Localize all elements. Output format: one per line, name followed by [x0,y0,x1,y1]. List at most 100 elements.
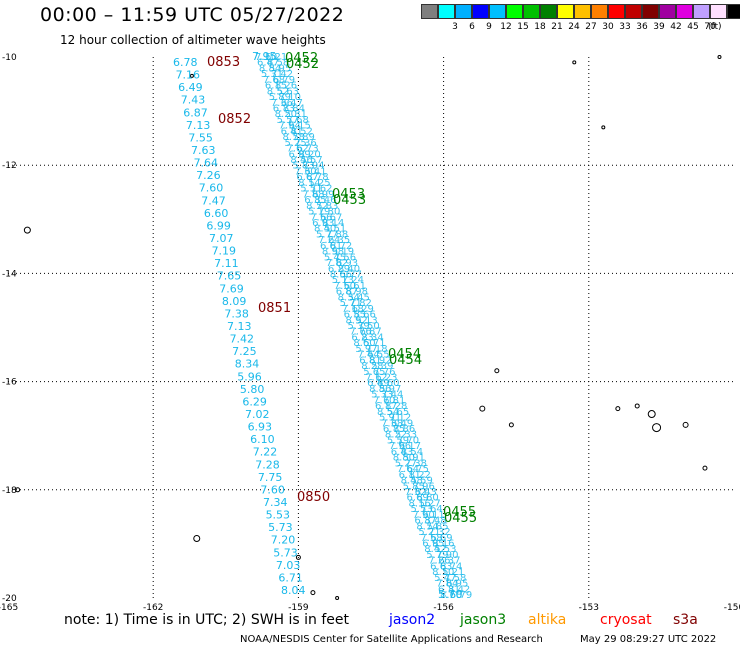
swh-value-dense: 7.64 [420,504,442,515]
swh-value-dense: 6.61 [344,281,366,292]
swh-value-dense: 5.65 [363,367,385,378]
legend-tick-label: 3 [452,22,458,32]
track-time-label: 0453 [332,187,365,202]
island-outline [652,423,662,433]
track-time-label: 0454 [388,347,421,362]
swh-value-dense: 6.95 [422,538,444,549]
swh-value-dense: 7.38 [381,418,403,429]
swh-value: 6.93 [248,421,272,434]
swh-value-dense: 7.82 [350,298,372,309]
swh-value-dense: 6.35 [304,195,326,206]
swh-value: 7.25 [232,345,257,358]
swh-value: 7.64 [194,157,219,170]
legend-tick-label: 18 [534,22,546,32]
swh-value-dense: 6.81 [383,395,405,406]
island-outline [717,55,722,59]
swh-value-dense: 6.17 [399,441,421,452]
legend-tick-label: 6 [469,22,475,32]
swh-value-dense: 5.33 [395,430,417,441]
legend-swatch [574,4,591,19]
swh-value-dense: 8.86 [369,384,391,395]
swh-value-dense: 6.61 [320,241,342,252]
sat-s3a: s3a [673,612,698,628]
swh-value-dense: 7.96 [389,441,411,452]
swh-value-dense: 6.93 [336,258,358,269]
swh-value-dense: 8.16 [432,538,454,549]
swh-value-dense: 7.32 [405,487,427,498]
swh-value-dense: 8.58 [267,58,289,69]
swh-value-dense: 8.60 [377,378,399,389]
swh-value-dense: 5.97 [379,384,401,395]
swh-value: 8.04 [281,584,306,597]
graticule [8,57,734,598]
swh-value-dense: 6.15 [265,81,287,92]
swh-value-dense: 7.30 [294,166,316,177]
swh-value-dense: 6.79 [273,75,295,86]
swh-value-dense: 8.84 [283,104,305,115]
y-tick-label: -10 [2,53,17,63]
swh-value-dense: 6.69 [407,493,429,504]
swh-value-dense: 5.27 [419,498,441,509]
swh-value-dense: 7.70 [373,395,395,406]
swh-value-dense: 6.43 [391,447,413,458]
swh-value-dense: 5.27 [395,458,417,469]
footer-note: note: 1) Time is in UTC; 2) SWH is in fe… [64,612,350,628]
swh-value-dense: 5.59 [411,476,433,487]
swh-value-dense: 5.31 [285,109,307,120]
swh-value: 5.73 [273,546,298,559]
swh-value-dense: 7.96 [413,481,435,492]
legend-swatch [506,4,523,19]
swh-value-dense: 7.68 [263,75,285,86]
legend-swatch [523,4,540,19]
swh-value-dense: 8.60 [353,338,375,349]
swh-value-dense: 8.40 [314,224,336,235]
swh-value-dense: 6.69 [430,533,452,544]
y-tick-label: -18 [2,486,17,496]
swh-value: 7.63 [191,144,216,157]
swh-value-dense: 5.85 [426,521,448,532]
island-outline [615,406,621,412]
swh-value-dense: 5.47 [434,573,456,584]
swh-value-dense: 6.67 [320,212,342,223]
swh-value: 5.53 [266,509,291,522]
swh-value-dense: 7.88 [326,229,348,240]
swh-value-dense: 5.51 [300,184,322,195]
swh-value: 7.38 [224,307,249,320]
swh-value: 7.60 [260,483,285,496]
swh-value-dense: 5.45 [324,252,346,263]
swh-value: 7.65 [217,270,242,283]
swh-value-dense: 7.18 [342,304,364,315]
swh-value-dense: 5.13 [356,315,378,326]
swh-value-dense: 6.73 [296,144,318,155]
legend-swatch [472,4,489,19]
swh-value-dense: 8.28 [361,361,383,372]
swh-value-dense: 6.21 [265,52,287,63]
swh-value-dense: 8.52 [291,126,313,137]
swh-value: 7.16 [176,69,201,82]
sat-cryosat: cryosat [600,612,652,628]
swh-value-dense: 6.87 [359,327,381,338]
swh-value-dense: 6.93 [312,218,334,229]
swh-value-dense: 7.58 [444,573,466,584]
swh-value-dense: 6.75 [383,424,405,435]
swh-value-dense: 7.44 [381,390,403,401]
sat-altika: altika [528,612,567,628]
swh-value-dense: 8.14 [298,178,320,189]
swh-value-dense: 5.83 [316,201,338,212]
swh-value: 6.87 [183,106,208,119]
island-outline [702,465,708,471]
swh-value-dense: 7.10 [279,92,301,103]
swh-value-dense: 5.89 [269,92,291,103]
track-time-label-duplicate: 0452 [286,57,319,72]
swh-value-dense: 7.32 [428,527,450,538]
swh-value-dense: 8.98 [346,287,368,298]
swh-value: 7.34 [263,496,288,509]
swh-value-dense: 8.42 [424,544,446,555]
swh-value: 6.49 [178,81,203,94]
swh-value: 7.43 [181,94,206,107]
y-tick-label: -16 [2,378,17,388]
swh-value-dense: 8.54 [401,447,423,458]
swh-value-dense: 8.22 [409,470,431,481]
legend-swatch [540,4,557,19]
swh-value-dense: 6.11 [399,470,421,481]
